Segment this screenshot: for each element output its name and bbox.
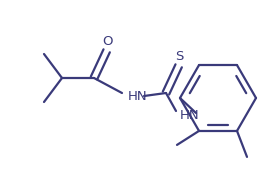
Text: O: O <box>102 35 113 48</box>
Text: HN: HN <box>180 108 200 121</box>
Text: HN: HN <box>128 89 148 102</box>
Text: S: S <box>175 50 184 63</box>
